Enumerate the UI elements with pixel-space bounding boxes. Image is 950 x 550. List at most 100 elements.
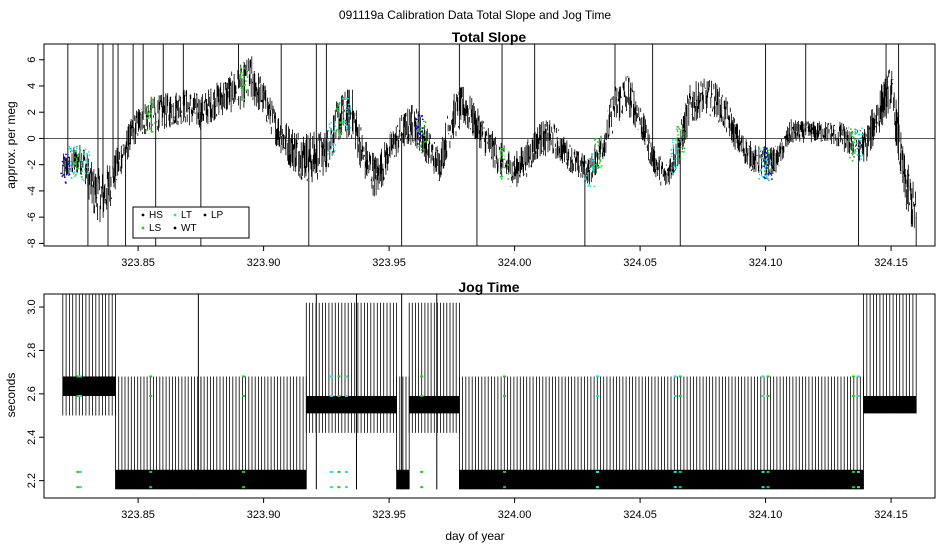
- marker-point: [595, 375, 599, 378]
- marker-point: [501, 175, 504, 178]
- marker-point: [851, 131, 854, 134]
- marker-point: [72, 162, 75, 165]
- marker-point: [68, 173, 71, 176]
- marker-point: [851, 375, 855, 378]
- marker-point: [74, 162, 77, 165]
- marker-point: [670, 148, 673, 151]
- marker-point: [150, 106, 153, 109]
- marker-point: [72, 166, 74, 169]
- marker-point: [672, 172, 675, 175]
- marker-point: [242, 486, 246, 489]
- marker-point: [673, 165, 676, 168]
- spike-group: [67, 44, 917, 246]
- marker-point: [861, 127, 863, 130]
- marker-point: [82, 151, 85, 153]
- x-tick-label: 323.95: [372, 257, 406, 269]
- marker-point: [242, 375, 246, 378]
- data-layer-jog: [62, 294, 917, 490]
- jog-segment: [459, 376, 864, 490]
- marker-point: [861, 133, 864, 136]
- marker-point: [768, 149, 770, 152]
- marker-point: [765, 167, 768, 170]
- marker-point: [766, 157, 769, 160]
- legend-box: [132, 206, 250, 239]
- y-axis-slope: -8 -6 -4 -2 0 2 4 6: [26, 57, 44, 248]
- marker-point: [346, 111, 349, 113]
- marker-point: [594, 143, 597, 146]
- x-axis-jog: 323.85 323.90 323.95 324.00 324.05 324.10 324.…: [121, 498, 908, 521]
- marker-point: [65, 173, 68, 176]
- ylabel-total-slope: approx. per meg: [4, 101, 18, 188]
- marker-point: [150, 130, 153, 133]
- marker-point: [148, 127, 151, 130]
- marker-point: [420, 143, 423, 146]
- x-tick-label: 323.85: [121, 509, 155, 521]
- marker-point: [85, 162, 87, 165]
- marker-point: [758, 177, 761, 180]
- marker-point: [500, 168, 503, 171]
- marker-point: [334, 144, 337, 146]
- marker-point: [678, 375, 682, 378]
- marker-point: [243, 98, 246, 101]
- marker-point: [503, 470, 507, 473]
- marker-point: [767, 164, 770, 167]
- series-total-slope: [62, 56, 917, 228]
- marker-point: [340, 131, 343, 134]
- marker-point: [585, 174, 588, 177]
- y-tick-label: 6: [26, 57, 38, 63]
- marker-point: [672, 141, 674, 144]
- marker-point: [503, 486, 507, 489]
- marker-point: [78, 375, 82, 378]
- marker-point: [76, 470, 80, 473]
- jog-segment: [408, 302, 460, 433]
- marker-point: [587, 158, 589, 161]
- marker-point: [77, 154, 80, 157]
- marker-point: [851, 132, 853, 135]
- marker-point: [327, 129, 330, 132]
- marker-point: [73, 175, 76, 178]
- marker-point: [417, 126, 420, 128]
- x-tick-label: 324.10: [749, 257, 783, 269]
- marker-point: [88, 154, 91, 157]
- marker-point: [860, 150, 863, 153]
- marker-point: [420, 141, 423, 143]
- legend-swatch-wt: [173, 226, 177, 230]
- y-tick-label: 2.4: [26, 430, 38, 445]
- marker-point: [422, 127, 424, 129]
- marker-point: [420, 149, 423, 151]
- marker-point: [70, 147, 73, 150]
- marker-point: [76, 159, 78, 162]
- y-axis-jog: 2.2 2.4 2.6 2.8 3.0: [26, 299, 44, 488]
- marker-point: [859, 155, 862, 157]
- marker-point: [588, 183, 591, 186]
- marker-point: [344, 124, 347, 126]
- panel-title-total-slope: Total Slope: [452, 29, 527, 45]
- marker-point: [76, 145, 78, 148]
- marker-point: [339, 132, 342, 135]
- marker-point: [503, 158, 506, 161]
- marker-point: [74, 161, 77, 163]
- marker-point: [146, 116, 148, 119]
- marker-point: [334, 125, 337, 128]
- marker-point: [855, 129, 858, 131]
- marker-point: [83, 168, 86, 171]
- marker-point: [82, 179, 85, 182]
- marker-point: [677, 153, 680, 156]
- marker-point: [344, 375, 348, 378]
- markers-lt: [78, 375, 860, 489]
- marker-point: [499, 153, 502, 156]
- marker-point: [499, 151, 502, 153]
- y-tick-label: 2.8: [26, 343, 38, 358]
- marker-point: [330, 134, 332, 137]
- marker-point: [766, 395, 770, 397]
- marker-point: [346, 125, 349, 127]
- x-tick-label: 323.95: [372, 509, 406, 521]
- marker-point: [860, 158, 863, 161]
- marker-point: [342, 119, 345, 122]
- marker-point: [242, 470, 246, 473]
- marker-point: [765, 156, 768, 158]
- marker-point: [853, 138, 856, 141]
- marker-point: [150, 97, 153, 100]
- marker-point: [673, 159, 676, 162]
- marker-point: [338, 101, 341, 104]
